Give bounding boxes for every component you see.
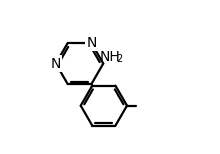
Text: N: N xyxy=(86,36,97,50)
Text: NH: NH xyxy=(99,50,120,64)
Text: N: N xyxy=(51,57,61,71)
Text: 2: 2 xyxy=(117,54,123,64)
